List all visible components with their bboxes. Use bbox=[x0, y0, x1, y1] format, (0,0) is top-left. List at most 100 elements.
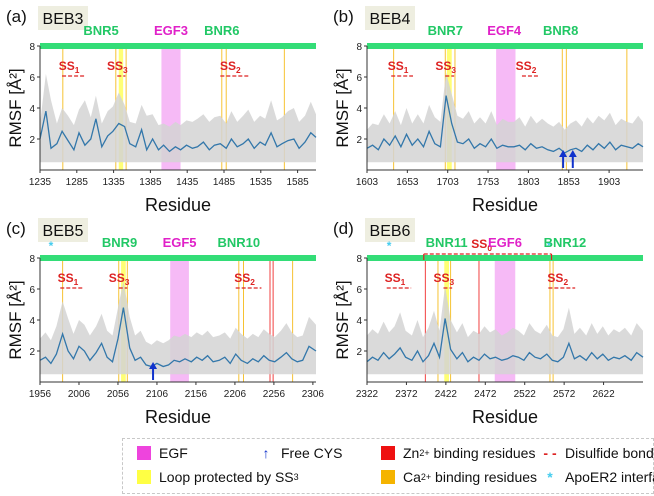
ss-label-sub: 3 bbox=[125, 277, 130, 287]
ss-label: SS2 bbox=[220, 59, 241, 75]
y-tick-label: 2 bbox=[356, 347, 362, 358]
ss-label-main: SS bbox=[234, 271, 250, 285]
legend-egf: EGF bbox=[137, 443, 188, 463]
apoer2-star-icon: * bbox=[547, 239, 552, 253]
legend: EGF ↑ Free CYS Zn 2+ binding residues - -… bbox=[122, 438, 654, 494]
x-axis-label: Residue bbox=[472, 407, 538, 427]
legend-egf-label: EGF bbox=[159, 445, 188, 461]
x-tick-label: 2306 bbox=[302, 389, 325, 400]
domain-name-label: BNR6 bbox=[204, 23, 239, 38]
ss-label-sub: 2 bbox=[250, 277, 255, 287]
x-tick-label: 2106 bbox=[146, 389, 169, 400]
legend-zn-prefix: Zn bbox=[403, 445, 420, 461]
legend-loop: Loop protected by SS 3 bbox=[137, 467, 299, 487]
x-tick-label: 2422 bbox=[435, 389, 458, 400]
rmsf-series-line bbox=[39, 110, 317, 153]
domain-name-label: BNR7 bbox=[428, 23, 463, 38]
y-axis-label: RMSF [Å²] bbox=[333, 68, 352, 147]
ss-label-main: SS bbox=[516, 59, 532, 73]
x-tick-label: 2056 bbox=[107, 389, 130, 400]
x-axis-label: Residue bbox=[472, 195, 538, 215]
ca-swatch bbox=[381, 470, 395, 484]
x-tick-label: 1956 bbox=[29, 389, 52, 400]
domain-title: BEB3 bbox=[43, 11, 84, 28]
x-tick-label: 2322 bbox=[356, 389, 379, 400]
x-tick-label: 1703 bbox=[437, 177, 460, 188]
ss-label: SS3 bbox=[109, 271, 130, 287]
y-tick-label: 4 bbox=[356, 316, 362, 327]
x-tick-label: 1335 bbox=[102, 177, 125, 188]
ss0-label-sub: 0 bbox=[487, 243, 492, 253]
rmsf-series-line bbox=[366, 318, 644, 363]
x-tick-label: 2006 bbox=[68, 389, 91, 400]
y-tick-label: 6 bbox=[356, 73, 362, 84]
y-tick-label: 2 bbox=[29, 347, 35, 358]
ss-label: SS3 bbox=[433, 271, 454, 287]
ss-label-main: SS bbox=[220, 59, 236, 73]
y-tick-label: 8 bbox=[29, 254, 35, 265]
y-tick-label: 8 bbox=[356, 254, 362, 265]
legend-zn: Zn 2+ binding residues bbox=[381, 443, 535, 463]
y-tick-label: 4 bbox=[29, 104, 35, 115]
x-tick-label: 1603 bbox=[356, 177, 379, 188]
x-tick-label: 1803 bbox=[517, 177, 540, 188]
ss-label-sub: 2 bbox=[563, 277, 568, 287]
legend-loop-label: Loop protected by SS bbox=[159, 469, 294, 485]
domain-name-label: EGF4 bbox=[487, 23, 522, 38]
rmsf-std-band bbox=[367, 285, 643, 375]
rmsf-series-line bbox=[39, 307, 317, 368]
ss-label: SS1 bbox=[59, 59, 80, 75]
y-axis-label: RMSF [Å²] bbox=[333, 280, 352, 359]
ss-label-sub: 1 bbox=[74, 277, 79, 287]
legend-free-cys-label: Free CYS bbox=[281, 445, 343, 461]
domain-bar bbox=[367, 43, 643, 49]
ss-label-main: SS bbox=[435, 59, 451, 73]
domain-name-label: BNR9 bbox=[102, 235, 137, 250]
legend-disulfide-label: Disulfide bond bbox=[565, 445, 654, 461]
x-tick-label: 2572 bbox=[553, 389, 576, 400]
ss-label: SS3 bbox=[107, 59, 128, 75]
y-tick-label: 2 bbox=[29, 135, 35, 146]
ss-label: SS2 bbox=[516, 59, 537, 75]
ss-label-sub: 1 bbox=[404, 65, 409, 75]
zn-swatch bbox=[381, 446, 395, 460]
ss-label-sub: 3 bbox=[123, 65, 128, 75]
domain-name-label: BNR11 bbox=[426, 235, 468, 250]
domain-label-box bbox=[365, 218, 415, 242]
free-cys-arrow-icon bbox=[568, 150, 577, 157]
apoer2-star-icon: * bbox=[49, 239, 54, 253]
loop-swatch bbox=[137, 470, 151, 484]
domain-label-box bbox=[38, 218, 88, 242]
domain-label-box bbox=[365, 6, 415, 30]
x-axis-label: Residue bbox=[145, 407, 211, 427]
x-tick-label: 1653 bbox=[396, 177, 419, 188]
ss-label-sub: 2 bbox=[532, 65, 537, 75]
ss-label: SS1 bbox=[58, 271, 79, 287]
x-tick-label: 2472 bbox=[474, 389, 497, 400]
free-cys-arrow-icon bbox=[149, 362, 158, 369]
x-tick-label: 1235 bbox=[29, 177, 52, 188]
domain-title: BEB4 bbox=[370, 11, 411, 28]
ss-label-main: SS bbox=[388, 59, 404, 73]
ss-label-main: SS bbox=[547, 271, 563, 285]
legend-ca-sup: 2+ bbox=[420, 472, 432, 482]
x-tick-label: 2372 bbox=[395, 389, 418, 400]
domain-name-label: BNR10 bbox=[218, 235, 261, 250]
legend-apoer2: * ApoER2 interface bbox=[543, 467, 654, 487]
legend-zn-suffix: binding residues bbox=[429, 445, 536, 461]
rmsf-std-band bbox=[40, 281, 316, 375]
legend-apoer2-label: ApoER2 interface bbox=[565, 469, 654, 485]
x-tick-label: 2206 bbox=[224, 389, 247, 400]
x-tick-label: 1535 bbox=[250, 177, 273, 188]
x-tick-label: 1435 bbox=[176, 177, 199, 188]
y-tick-label: 8 bbox=[356, 42, 362, 53]
x-tick-label: 1853 bbox=[558, 177, 581, 188]
y-axis-label: RMSF [Å²] bbox=[6, 68, 25, 147]
y-tick-label: 2 bbox=[356, 135, 362, 146]
y-tick-label: 4 bbox=[29, 316, 35, 327]
x-tick-label: 1385 bbox=[139, 177, 162, 188]
